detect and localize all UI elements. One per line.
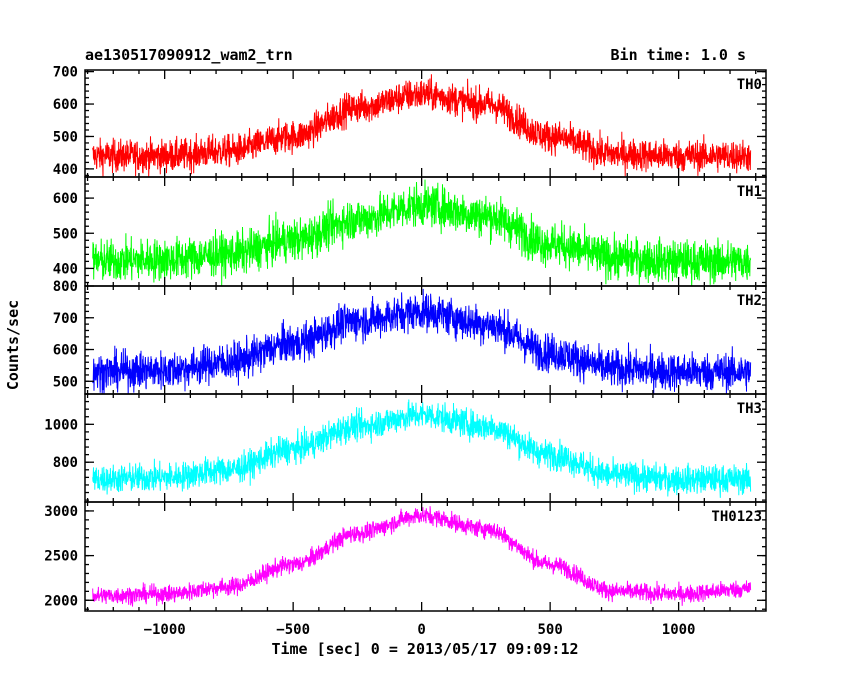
y-tick-label: 2000 [44, 593, 78, 609]
series-line-th1 [92, 179, 752, 286]
y-tick-label: 800 [53, 455, 78, 471]
series-line-th3 [92, 399, 752, 498]
bin-time-label: Bin time: 1.0 s [611, 46, 746, 64]
x-axis-label: Time [sec] 0 = 2013/05/17 09:09:12 [271, 640, 578, 658]
y-tick-label: 500 [53, 374, 78, 390]
x-axis: −1000 −500 0 500 1000 [144, 622, 696, 638]
x-tick-label: 0 [417, 622, 425, 638]
series-label-th0: TH0 [737, 77, 762, 93]
chart-title: ae130517090912_wam2_trn [85, 46, 293, 64]
panel-th2: 500 600 700 800 TH2 [53, 279, 767, 395]
y-tick-label: 600 [53, 191, 78, 207]
x-tick-label: 500 [537, 622, 562, 638]
series-line-th0 [92, 74, 752, 177]
panel-frame [84, 501, 767, 612]
series-line-th0123 [92, 506, 752, 607]
y-tick-label: 600 [53, 343, 78, 359]
series-label-th3: TH3 [737, 401, 762, 417]
x-tick-label: −1000 [144, 622, 186, 638]
y-tick-label: 700 [53, 65, 78, 81]
panel-th3: 800 1000 TH3 [44, 393, 767, 503]
x-tick-label: 1000 [662, 622, 696, 638]
y-tick-label: 800 [53, 279, 78, 295]
y-tick-label: 2500 [44, 549, 78, 565]
y-tick-label: 1000 [44, 417, 78, 433]
series-label-th2: TH2 [737, 293, 762, 309]
panel-stack: 400 500 600 700 TH0 400 500 600 TH1 500 600 700 800 T… [44, 65, 767, 612]
y-tick-label: 700 [53, 311, 78, 327]
panel-th0: 400 500 600 700 TH0 [53, 65, 767, 178]
y-tick-label: 500 [53, 226, 78, 242]
series-label-th1: TH1 [737, 184, 762, 200]
x-tick-label: −500 [276, 622, 310, 638]
y-tick-label: 500 [53, 129, 78, 145]
y-tick-label: 3000 [44, 504, 78, 520]
series-label-th0123: TH0123 [711, 509, 762, 525]
y-tick-label: 400 [53, 261, 78, 277]
y-tick-label: 400 [53, 162, 78, 178]
y-axis-label: Counts/sec [4, 300, 22, 390]
y-tick-label: 600 [53, 97, 78, 113]
panel-th0123: 2000 2500 3000 TH0123 [44, 501, 767, 612]
series-line-th2 [92, 288, 752, 394]
panel-th1: 400 500 600 TH1 [53, 176, 767, 287]
